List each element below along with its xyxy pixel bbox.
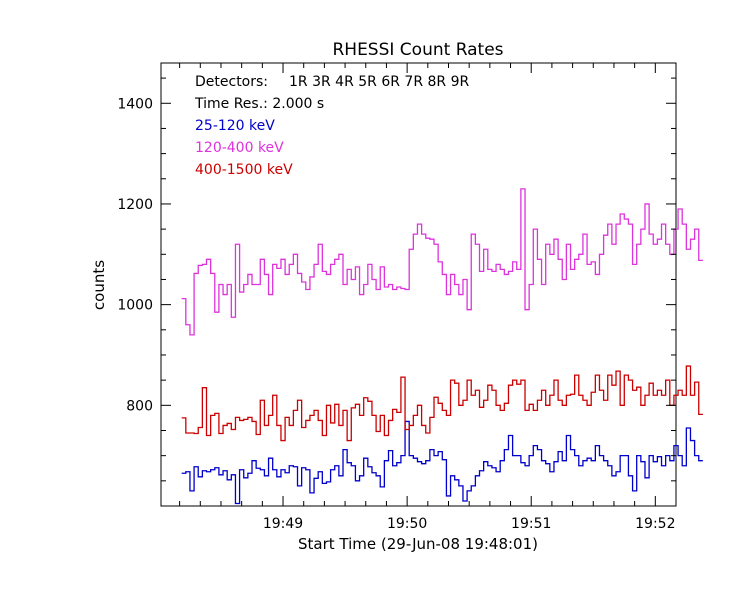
legend-series-1: 25-120 keV [195, 118, 275, 134]
series-line-3 [181, 365, 703, 442]
axis-tick-labels: 800 1000 1200 1400 19:49 19:50 19:51 19:52 [117, 96, 675, 532]
y-tick-label: 1200 [117, 197, 153, 213]
x-tick-label: 19:50 [387, 516, 427, 532]
x-tick-label: 19:52 [635, 516, 675, 532]
x-tick-label: 19:49 [263, 516, 303, 532]
legend-detectors-label: Detectors: [195, 74, 268, 90]
y-tick-label: 800 [126, 398, 153, 414]
x-tick-label: 19:51 [511, 516, 551, 532]
plot-frame [160, 62, 677, 507]
legend-detectors-value: 1R 3R 4R 5R 6R 7R 8R 9R [289, 74, 470, 90]
axis-ticks [161, 63, 677, 507]
y-tick-label: 1400 [117, 96, 153, 112]
series-line-1 [181, 420, 703, 505]
legend-series-3: 400-1500 keV [195, 162, 293, 178]
series-line-2 [181, 188, 703, 336]
y-tick-label: 1000 [117, 298, 153, 314]
chart-title: RHESSI Count Rates [332, 40, 503, 60]
data-series-group [181, 188, 703, 505]
legend-time-res: Time Res.: 2.000 s [194, 96, 324, 112]
y-axis-label: counts [90, 260, 108, 310]
legend-series-2: 120-400 keV [195, 140, 284, 156]
x-axis-label: Start Time (29-Jun-08 19:48:01) [298, 535, 538, 553]
